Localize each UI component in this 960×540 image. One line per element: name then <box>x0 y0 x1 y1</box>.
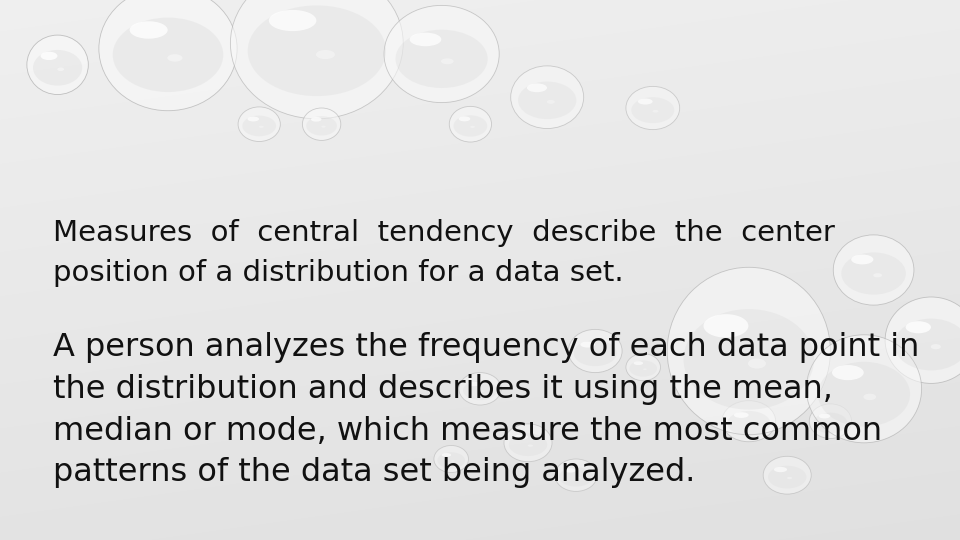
Ellipse shape <box>504 424 552 462</box>
Ellipse shape <box>322 126 325 127</box>
Ellipse shape <box>626 86 680 130</box>
Ellipse shape <box>238 107 280 141</box>
Ellipse shape <box>302 108 341 140</box>
Ellipse shape <box>528 444 533 447</box>
Ellipse shape <box>704 314 749 338</box>
Ellipse shape <box>518 82 576 119</box>
Ellipse shape <box>527 83 547 92</box>
Ellipse shape <box>410 32 442 46</box>
Ellipse shape <box>438 453 465 468</box>
Ellipse shape <box>632 97 674 123</box>
Ellipse shape <box>112 17 224 92</box>
Ellipse shape <box>509 433 547 456</box>
Ellipse shape <box>749 423 755 426</box>
Ellipse shape <box>818 362 910 427</box>
Text: Measures  of  central  tendency  describe  the  center
position of a distributio: Measures of central tendency describe th… <box>53 219 834 287</box>
Ellipse shape <box>580 341 595 348</box>
Ellipse shape <box>442 453 451 457</box>
Ellipse shape <box>311 117 322 122</box>
Ellipse shape <box>248 117 259 122</box>
Ellipse shape <box>684 309 814 410</box>
Ellipse shape <box>637 98 653 105</box>
Ellipse shape <box>511 66 584 129</box>
Ellipse shape <box>441 58 454 64</box>
Ellipse shape <box>547 100 555 104</box>
Ellipse shape <box>667 267 830 435</box>
Ellipse shape <box>722 401 776 442</box>
Ellipse shape <box>576 477 581 478</box>
Ellipse shape <box>130 21 168 39</box>
Ellipse shape <box>459 373 501 405</box>
Ellipse shape <box>459 116 470 122</box>
Ellipse shape <box>40 52 58 60</box>
Ellipse shape <box>306 116 337 136</box>
Ellipse shape <box>595 353 601 355</box>
Ellipse shape <box>559 467 593 487</box>
Ellipse shape <box>728 411 770 436</box>
Ellipse shape <box>774 467 787 472</box>
Ellipse shape <box>515 435 528 440</box>
Ellipse shape <box>895 319 960 370</box>
Ellipse shape <box>470 126 475 128</box>
Ellipse shape <box>634 361 643 365</box>
Ellipse shape <box>874 273 882 278</box>
Ellipse shape <box>449 106 492 142</box>
Ellipse shape <box>748 359 766 369</box>
Ellipse shape <box>396 30 488 88</box>
Ellipse shape <box>763 456 811 494</box>
Ellipse shape <box>434 446 468 472</box>
Ellipse shape <box>653 110 659 112</box>
Ellipse shape <box>463 381 497 400</box>
Ellipse shape <box>841 252 906 295</box>
Ellipse shape <box>643 368 647 370</box>
Ellipse shape <box>242 116 276 136</box>
Ellipse shape <box>833 235 914 305</box>
Ellipse shape <box>468 382 480 386</box>
Ellipse shape <box>733 412 749 418</box>
Ellipse shape <box>568 329 622 373</box>
Ellipse shape <box>269 10 317 31</box>
Ellipse shape <box>809 404 852 438</box>
Ellipse shape <box>33 50 83 85</box>
Ellipse shape <box>316 50 335 59</box>
Ellipse shape <box>259 126 264 128</box>
Ellipse shape <box>453 115 488 137</box>
Ellipse shape <box>574 340 616 366</box>
Ellipse shape <box>58 68 64 71</box>
Ellipse shape <box>564 468 576 472</box>
Ellipse shape <box>819 414 830 418</box>
Ellipse shape <box>830 423 835 425</box>
Ellipse shape <box>852 254 874 265</box>
Text: A person analyzes the frequency of each data point in
the distribution and descr: A person analyzes the frequency of each … <box>53 332 919 489</box>
Ellipse shape <box>27 35 88 94</box>
Ellipse shape <box>99 0 237 111</box>
Ellipse shape <box>167 54 182 62</box>
Ellipse shape <box>885 297 960 383</box>
Ellipse shape <box>768 465 806 488</box>
Ellipse shape <box>832 365 864 380</box>
Ellipse shape <box>863 394 876 400</box>
Ellipse shape <box>384 5 499 103</box>
Ellipse shape <box>480 390 485 392</box>
Ellipse shape <box>787 477 792 479</box>
Ellipse shape <box>555 459 597 491</box>
Ellipse shape <box>813 413 848 433</box>
Ellipse shape <box>248 5 386 96</box>
Ellipse shape <box>806 335 922 443</box>
Ellipse shape <box>626 354 660 381</box>
Ellipse shape <box>230 0 403 119</box>
Ellipse shape <box>451 460 455 462</box>
Ellipse shape <box>630 361 657 377</box>
Ellipse shape <box>931 344 941 349</box>
Ellipse shape <box>905 321 931 333</box>
